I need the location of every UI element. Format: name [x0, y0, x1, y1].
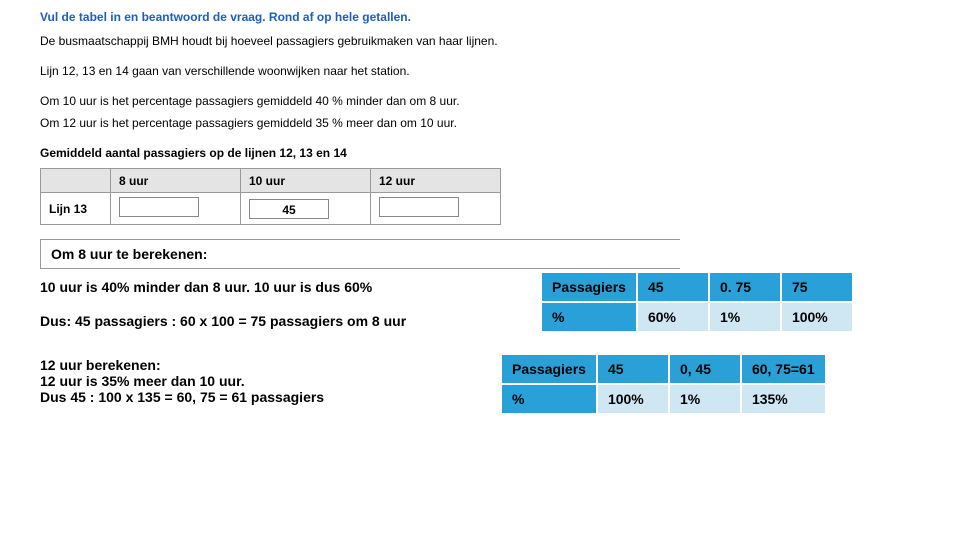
calc8-label-percent: %	[541, 302, 637, 332]
context-line-1: De busmaatschappij BMH houdt bij hoeveel…	[40, 34, 920, 48]
calc8-r1c3: 75	[781, 272, 853, 302]
calc12-line1: 12 uur berekenen:	[40, 357, 450, 373]
calc12-r2c1: 100%	[597, 384, 669, 414]
time-table-data-row: Lijn 13 45	[41, 193, 501, 225]
cell-8uur	[111, 193, 241, 225]
instruction-text: Vul de tabel in en beantwoord de vraag. …	[40, 10, 920, 24]
context-line-2: Lijn 12, 13 en 14 gaan van verschillende…	[40, 64, 920, 78]
calc12-label-percent: %	[501, 384, 597, 414]
input-12uur[interactable]	[379, 197, 459, 217]
time-header-12: 12 uur	[371, 169, 501, 193]
row-label-lijn13: Lijn 13	[41, 193, 111, 225]
calc12-table-row-passagiers: Passagiers 45 0, 45 60, 75=61	[501, 354, 826, 384]
time-table-header-row: 8 uur 10 uur 12 uur	[41, 169, 501, 193]
cell-12uur	[371, 193, 501, 225]
time-table: 8 uur 10 uur 12 uur Lijn 13 45	[40, 168, 501, 225]
calc12-table-row-percent: % 100% 1% 135%	[501, 384, 826, 414]
calc12-r1c3: 60, 75=61	[741, 354, 826, 384]
calc12-r2c2: 1%	[669, 384, 741, 414]
calc8-r1c1: 45	[637, 272, 709, 302]
calc12-table: Passagiers 45 0, 45 60, 75=61 % 100% 1% …	[500, 353, 827, 415]
calc8-r2c3: 100%	[781, 302, 853, 332]
calc8-r1c2: 0. 75	[709, 272, 781, 302]
question-block: Vul de tabel in en beantwoord de vraag. …	[0, 0, 960, 225]
calc12-r1c1: 45	[597, 354, 669, 384]
calc8-r2c1: 60%	[637, 302, 709, 332]
calc12-group: 12 uur berekenen: 12 uur is 35% meer dan…	[40, 353, 960, 415]
calc8-table-row-percent: % 60% 1% 100%	[541, 302, 853, 332]
calc8-title-bar: Om 8 uur te berekenen:	[40, 239, 680, 269]
calc8-line2: Dus: 45 passagiers : 60 x 100 = 75 passa…	[40, 305, 540, 337]
calc8-table-row-passagiers: Passagiers 45 0. 75 75	[541, 272, 853, 302]
time-header-blank	[41, 169, 111, 193]
context-line-4: Om 12 uur is het percentage passagiers g…	[40, 116, 920, 130]
calc12-line2: 12 uur is 35% meer dan 10 uur.	[40, 373, 450, 389]
calc12-text: 12 uur berekenen: 12 uur is 35% meer dan…	[40, 353, 460, 413]
calc12-r2c3: 135%	[741, 384, 826, 414]
calc12-label-passagiers: Passagiers	[501, 354, 597, 384]
time-header-10: 10 uur	[241, 169, 371, 193]
table-title: Gemiddeld aantal passagiers op de lijnen…	[40, 146, 920, 160]
input-8uur[interactable]	[119, 197, 199, 217]
calc8-table: Passagiers 45 0. 75 75 % 60% 1% 100%	[540, 271, 854, 333]
time-header-8: 8 uur	[111, 169, 241, 193]
calc8-r2c2: 1%	[709, 302, 781, 332]
calc8-label-passagiers: Passagiers	[541, 272, 637, 302]
calc12-r1c2: 0, 45	[669, 354, 741, 384]
cell-10uur: 45	[241, 193, 371, 225]
context-line-3: Om 10 uur is het percentage passagiers g…	[40, 94, 920, 108]
calc12-line3: Dus 45 : 100 x 135 = 60, 75 = 61 passagi…	[40, 389, 450, 405]
input-10uur[interactable]: 45	[249, 199, 329, 219]
